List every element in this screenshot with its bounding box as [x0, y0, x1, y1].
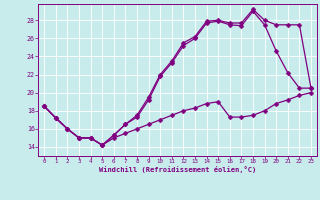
X-axis label: Windchill (Refroidissement éolien,°C): Windchill (Refroidissement éolien,°C) — [99, 166, 256, 173]
